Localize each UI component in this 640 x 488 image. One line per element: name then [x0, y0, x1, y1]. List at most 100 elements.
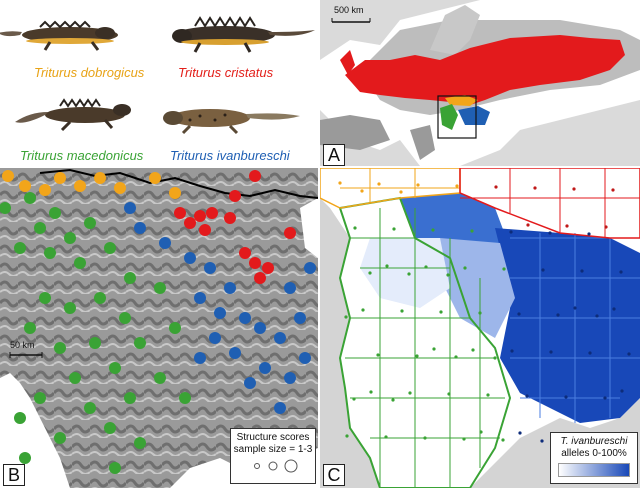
scale-bar-label: 500 km — [334, 5, 364, 15]
sample-dot — [611, 188, 615, 192]
sample-dot — [526, 223, 530, 227]
sample-dot — [385, 264, 389, 268]
sample-pie-ivanbureschi — [209, 332, 221, 344]
sample-dot — [478, 311, 482, 315]
sample-pie-ivanbureschi — [294, 312, 306, 324]
sample-pie-macedonicus — [69, 372, 81, 384]
sample-pie-macedonicus — [49, 207, 61, 219]
sample-pie-cristatus — [174, 207, 186, 219]
newt-cristatus-image — [172, 16, 315, 53]
sample-pie-macedonicus — [74, 257, 86, 269]
sample-dot — [415, 354, 419, 358]
sample-dot — [392, 227, 396, 231]
species-label-cristatus: Triturus cristatus — [178, 65, 274, 80]
sample-pie-dobrogicus — [114, 182, 126, 194]
sample-dot — [462, 437, 466, 441]
sample-pie-ivanbureschi — [254, 322, 266, 334]
sample-dot — [353, 226, 357, 230]
sample-dot — [399, 190, 403, 194]
sample-dot — [502, 267, 506, 271]
legend-title: Structure scores — [236, 432, 310, 443]
structure-scores-map: 50 km Structure scores sample size = 1-3… — [0, 168, 318, 488]
sample-pie-macedonicus — [109, 462, 121, 474]
sample-dot — [573, 306, 577, 310]
sample-pie-ivanbureschi — [204, 262, 216, 274]
sample-pie-cristatus — [206, 207, 218, 219]
sample-dot — [533, 186, 537, 190]
sample-pie-dobrogicus — [2, 170, 14, 182]
sample-pie-macedonicus — [54, 342, 66, 354]
sample-dot — [455, 184, 459, 188]
sample-pie-macedonicus — [14, 412, 26, 424]
sample-pie-macedonicus — [84, 217, 96, 229]
sample-dot — [612, 307, 616, 311]
legend-subtitle: sample size = 1-3 — [233, 444, 313, 455]
sample-pie-cristatus — [254, 272, 266, 284]
sample-pie-dobrogicus — [19, 180, 31, 192]
sample-pie-macedonicus — [64, 302, 76, 314]
panel-letter-b: B — [3, 464, 25, 486]
sample-dot — [400, 309, 404, 313]
sample-dot — [620, 389, 624, 393]
sample-pie-dobrogicus — [169, 187, 181, 199]
sample-dot — [439, 310, 443, 314]
sample-pie-ivanbureschi — [194, 292, 206, 304]
newt-illustrations — [0, 16, 315, 135]
panel-letter-c: C — [323, 464, 345, 486]
legend-title-c: T. ivanbureschi — [560, 436, 628, 447]
sample-dot — [463, 266, 467, 270]
newt-ivanbureschi-image — [163, 109, 300, 135]
panel-letter-a: A — [323, 144, 345, 166]
sample-pie-ivanbureschi — [284, 372, 296, 384]
scale-bar-label-b: 50 km — [10, 340, 35, 350]
sample-pies — [0, 170, 316, 474]
sample-pie-macedonicus — [104, 242, 116, 254]
sample-pie-ivanbureschi — [284, 282, 296, 294]
sample-pie-macedonicus — [54, 432, 66, 444]
sample-dot — [432, 347, 436, 351]
sample-pie-macedonicus — [24, 192, 36, 204]
sample-pie-cristatus — [249, 257, 261, 269]
sample-dot — [408, 391, 412, 395]
sample-dot — [344, 315, 348, 319]
sample-pie-macedonicus — [34, 392, 46, 404]
europe-range-map: 500 km A — [320, 0, 640, 166]
sample-dot — [548, 231, 552, 235]
species-label-ivanbureschi: Triturus ivanbureschi — [170, 148, 290, 163]
sample-dot — [447, 392, 451, 396]
sample-pie-ivanbureschi — [159, 237, 171, 249]
sample-pie-ivanbureschi — [274, 402, 286, 414]
sample-pie-cristatus — [184, 217, 196, 229]
sample-dot — [423, 436, 427, 440]
newt-macedonicus-image — [15, 98, 131, 132]
sample-pie-ivanbureschi — [304, 262, 316, 274]
sample-dot — [368, 271, 372, 275]
sample-pie-macedonicus — [119, 312, 131, 324]
sample-pie-ivanbureschi — [244, 377, 256, 389]
sample-pie-ivanbureschi — [239, 312, 251, 324]
sample-dot — [391, 398, 395, 402]
sample-pie-dobrogicus — [149, 172, 161, 184]
sample-dot — [595, 314, 599, 318]
sample-pie-macedonicus — [24, 322, 36, 334]
sample-dot — [384, 435, 388, 439]
sample-dot — [416, 183, 420, 187]
sample-pie-ivanbureschi — [194, 352, 206, 364]
sample-pie-macedonicus — [104, 422, 116, 434]
sample-dot — [352, 397, 356, 401]
sample-pie-macedonicus — [89, 337, 101, 349]
sample-pie-macedonicus — [134, 337, 146, 349]
sample-pie-cristatus — [229, 190, 241, 202]
sample-dot — [338, 181, 342, 185]
sample-dot — [510, 349, 514, 353]
sample-pie-macedonicus — [169, 322, 181, 334]
sample-pie-macedonicus — [0, 202, 11, 214]
sample-dot — [377, 182, 381, 186]
sample-dot — [604, 225, 608, 229]
sample-pie-ivanbureschi — [274, 332, 286, 344]
sample-dot — [572, 187, 576, 191]
sample-pie-dobrogicus — [54, 172, 66, 184]
sample-pie-ivanbureschi — [134, 222, 146, 234]
sample-pie-cristatus — [262, 262, 274, 274]
structure-legend: Structure scores sample size = 1-3 — [230, 428, 316, 484]
